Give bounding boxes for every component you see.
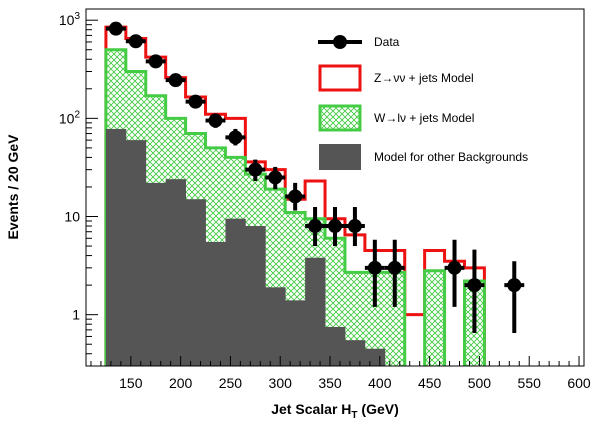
other-backgrounds-bin bbox=[344, 340, 366, 366]
data-point bbox=[328, 219, 342, 234]
legend-data-marker bbox=[333, 35, 347, 49]
data-point bbox=[188, 94, 203, 109]
data-point bbox=[467, 278, 482, 293]
x-axis-title: Jet Scalar HT (GeV) bbox=[271, 401, 399, 421]
plot-frame bbox=[85, 8, 585, 367]
data-point bbox=[507, 278, 522, 293]
data-point bbox=[387, 260, 402, 275]
data-point bbox=[108, 21, 123, 36]
other-backgrounds-bin bbox=[305, 257, 326, 366]
w-lnu-model-bin bbox=[364, 272, 385, 366]
y-tick-label: 10 bbox=[64, 209, 80, 225]
x-tick-label: 500 bbox=[468, 375, 492, 391]
data-point bbox=[148, 54, 163, 69]
other-backgrounds-bin bbox=[225, 218, 246, 366]
data-point bbox=[288, 189, 303, 204]
x-tick-label: 550 bbox=[518, 375, 542, 391]
data-point bbox=[128, 34, 143, 49]
legend-label: Data bbox=[374, 35, 400, 49]
legend: Data Z→νν + jets Model W→lν + jets Model Mo… bbox=[318, 35, 528, 170]
data-points-layer bbox=[105, 21, 525, 334]
data-point bbox=[168, 73, 183, 88]
data-point bbox=[248, 162, 263, 177]
other-backgrounds-bin bbox=[364, 348, 386, 366]
w-lnu-model-outline bbox=[423, 269, 447, 366]
legend-w-lnu-swatch bbox=[318, 104, 362, 132]
other-backgrounds-bin bbox=[205, 241, 226, 366]
x-axis: 150 200 250 300 350 400 450 500 550 600 bbox=[90, 356, 591, 391]
other-backgrounds-bin bbox=[105, 128, 127, 366]
legend-label: Z→νν + jets Model bbox=[374, 71, 474, 85]
other-backgrounds-bin bbox=[265, 287, 286, 366]
data-point bbox=[308, 219, 323, 234]
data-point bbox=[268, 170, 283, 185]
legend-other-swatch bbox=[319, 144, 361, 170]
other-backgrounds-bin bbox=[125, 140, 147, 366]
series-layer bbox=[104, 25, 486, 366]
other-backgrounds-bin bbox=[325, 326, 346, 366]
other-backgrounds-bin bbox=[285, 300, 306, 366]
y-axis: 1 10 102 103 bbox=[59, 11, 98, 367]
x-tick-label: 300 bbox=[269, 375, 293, 391]
w-lnu-model-outline bbox=[104, 48, 407, 366]
data-point bbox=[208, 113, 223, 128]
w-lnu-model-bin bbox=[424, 270, 445, 366]
y-tick-label: 1 bbox=[72, 307, 80, 323]
other-backgrounds-bin bbox=[245, 226, 266, 366]
x-tick-label: 600 bbox=[567, 375, 591, 391]
w-lnu-model-bin bbox=[384, 272, 405, 366]
legend-z-nunu-swatch bbox=[318, 64, 362, 92]
other-backgrounds-bin bbox=[145, 182, 167, 366]
data-point bbox=[447, 260, 462, 275]
y-axis-title: Events / 20 GeV bbox=[5, 134, 21, 240]
y-tick-label: 102 bbox=[59, 109, 81, 126]
x-tick-label: 400 bbox=[368, 375, 392, 391]
other-backgrounds-bin bbox=[165, 179, 186, 366]
y-tick-label: 103 bbox=[59, 11, 81, 28]
x-tick-label: 250 bbox=[219, 375, 243, 391]
x-tick-label: 350 bbox=[318, 375, 342, 391]
x-tick-label: 150 bbox=[119, 375, 143, 391]
other-backgrounds-bin bbox=[185, 199, 206, 366]
legend-label: W→lν + jets Model bbox=[374, 111, 474, 125]
data-point bbox=[367, 260, 382, 275]
legend-label: Model for other Backgrounds bbox=[374, 150, 528, 164]
x-tick-label: 450 bbox=[418, 375, 442, 391]
x-tick-label: 200 bbox=[169, 375, 193, 391]
data-point bbox=[347, 219, 362, 234]
data-point bbox=[228, 130, 243, 145]
